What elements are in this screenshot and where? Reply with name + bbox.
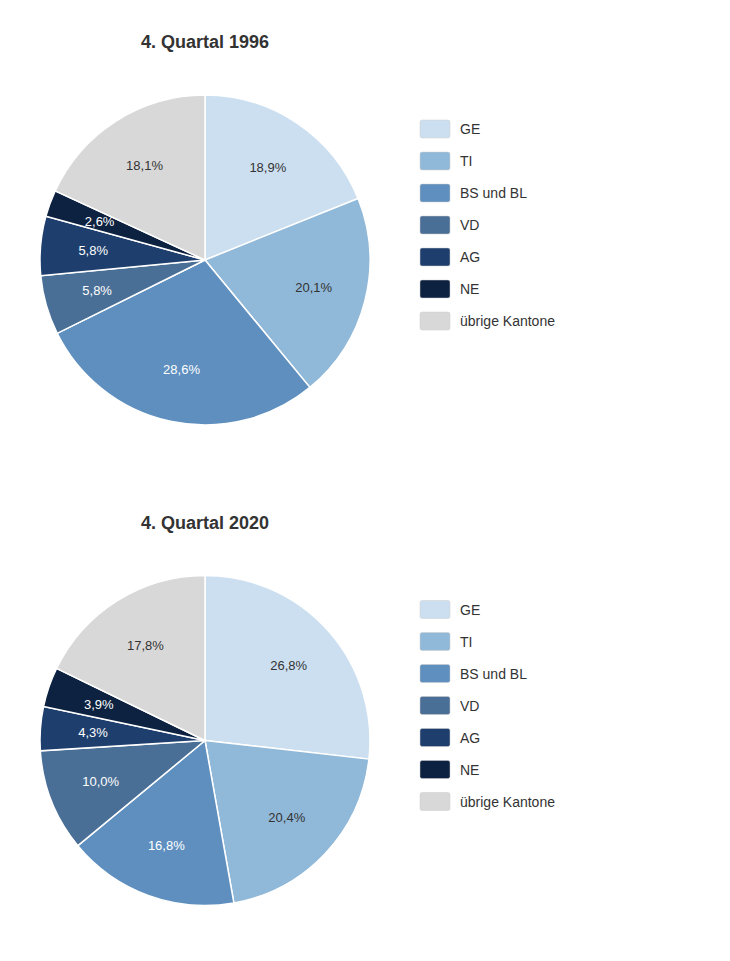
data-label: 20,1% [295, 280, 332, 295]
data-label: 4,3% [78, 725, 108, 740]
pie-slice [57, 576, 205, 741]
legend-swatch [420, 633, 450, 651]
data-label: 26,8% [270, 658, 307, 673]
legend-swatch [420, 120, 450, 138]
legend-label: NE [460, 281, 479, 297]
legend-label: übrige Kantone [460, 794, 555, 810]
legend-label: übrige Kantone [460, 313, 555, 329]
legend-label: GE [460, 602, 480, 618]
legend-swatch [420, 665, 450, 683]
pie-slices [40, 576, 370, 906]
legend-label: TI [460, 634, 472, 650]
legend-swatch [420, 152, 450, 170]
legend-label: BS und BL [460, 185, 527, 201]
chart-title: 4. Quartal 1996 [141, 32, 269, 52]
chart-title: 4. Quartal 2020 [141, 513, 269, 533]
legend-label: VD [460, 698, 479, 714]
legend-swatch [420, 280, 450, 298]
legend-label: VD [460, 217, 479, 233]
data-label: 3,9% [84, 697, 114, 712]
data-label: 2,6% [85, 214, 115, 229]
legend: GE TI BS und BL VD AG NE übrige Kantone [420, 601, 555, 811]
legend-swatch [420, 601, 450, 619]
data-label: 18,9% [249, 160, 286, 175]
data-label: 28,6% [163, 362, 200, 377]
data-label: 18,1% [126, 158, 163, 173]
data-label: 20,4% [268, 810, 305, 825]
data-label: 17,8% [127, 638, 164, 653]
chart-svg: 4. Quartal 1996 18,9% 20,1% 28,6% 5,8% 5,8% 2,… [0, 0, 730, 961]
legend: GE TI BS und BL VD AG NE übrige Kantone [420, 120, 555, 330]
pie-panel: 4. Quartal 1996 18,9% 20,1% 28,6% 5,8% 5,8% 2,… [40, 32, 555, 425]
chart-container: 4. Quartal 1996 18,9% 20,1% 28,6% 5,8% 5,8% 2,… [0, 0, 730, 961]
legend-label: AG [460, 730, 480, 746]
legend-swatch [420, 184, 450, 202]
pie-slices [40, 95, 370, 425]
legend-label: NE [460, 762, 479, 778]
pie-slice [40, 741, 205, 846]
legend-swatch [420, 761, 450, 779]
pie-labels: 26,8% 20,4% 16,8% 10,0% 4,3% 3,9% 17,8% [78, 638, 307, 853]
pie-labels: 18,9% 20,1% 28,6% 5,8% 5,8% 2,6% 18,1% [78, 158, 332, 377]
pie-panel: 4. Quartal 2020 26,8% 20,4% 16,8% 10,0% 4,3% 3… [40, 513, 555, 906]
legend-label: BS und BL [460, 666, 527, 682]
legend-swatch [420, 697, 450, 715]
legend-swatch [420, 216, 450, 234]
pie-slice [55, 95, 205, 260]
data-label: 16,8% [148, 838, 185, 853]
pie-slice [57, 260, 310, 425]
legend-swatch [420, 248, 450, 266]
legend-label: AG [460, 249, 480, 265]
legend-label: GE [460, 121, 480, 137]
legend-swatch [420, 793, 450, 811]
legend-label: TI [460, 153, 472, 169]
data-label: 5,8% [78, 243, 108, 258]
data-label: 10,0% [82, 774, 119, 789]
pie-slice [205, 576, 370, 760]
legend-swatch [420, 729, 450, 747]
legend-swatch [420, 312, 450, 330]
data-label: 5,8% [82, 283, 112, 298]
